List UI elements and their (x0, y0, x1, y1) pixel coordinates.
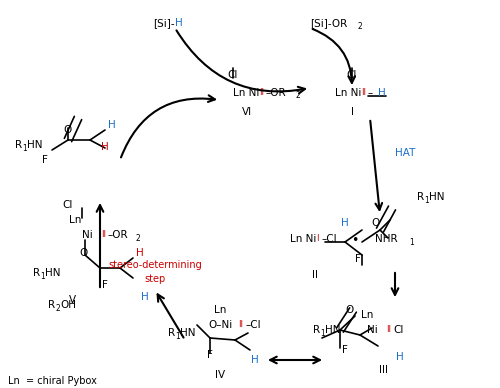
Text: 2: 2 (358, 22, 363, 31)
Text: 2: 2 (296, 91, 301, 100)
Text: stereo-determining: stereo-determining (108, 260, 202, 270)
Text: Ln Ni: Ln Ni (290, 234, 316, 244)
Text: 1: 1 (320, 329, 325, 338)
Text: HN: HN (27, 140, 42, 150)
Text: H: H (341, 218, 349, 228)
Text: VI: VI (242, 107, 252, 117)
Text: I: I (316, 234, 318, 243)
Text: O: O (79, 248, 87, 258)
Text: V: V (68, 295, 75, 305)
Text: F: F (207, 350, 213, 360)
Text: H: H (175, 18, 183, 28)
Text: R: R (168, 328, 175, 338)
Text: 1: 1 (409, 238, 414, 247)
Text: HN: HN (180, 328, 196, 338)
Text: –Cl: –Cl (245, 320, 260, 330)
Text: [Si]-OR: [Si]-OR (310, 18, 347, 28)
Text: [Si]-: [Si]- (154, 18, 175, 28)
Text: HN: HN (45, 268, 60, 278)
Text: NHR: NHR (375, 234, 398, 244)
Text: Ln: Ln (361, 310, 373, 320)
Text: Ln Ni: Ln Ni (233, 88, 260, 98)
Text: 1: 1 (22, 144, 27, 153)
Text: HAT: HAT (395, 148, 415, 158)
Text: R: R (417, 192, 424, 202)
Text: II: II (238, 320, 243, 329)
Text: H: H (101, 142, 109, 152)
Text: II: II (101, 230, 106, 239)
Text: HN: HN (429, 192, 444, 202)
Text: •: • (352, 234, 358, 247)
Text: O–Ni: O–Ni (208, 320, 232, 330)
Text: step: step (144, 274, 166, 284)
Text: H: H (378, 88, 386, 98)
Text: II: II (312, 270, 318, 280)
Text: F: F (342, 345, 348, 355)
Text: H: H (251, 355, 259, 365)
Text: Ln: Ln (214, 305, 226, 315)
Text: O: O (371, 218, 379, 228)
Text: Cl: Cl (347, 70, 357, 80)
Text: IV: IV (215, 370, 225, 380)
Text: F: F (355, 254, 361, 264)
Text: R: R (313, 325, 320, 335)
Text: Cl: Cl (63, 200, 73, 210)
Text: I: I (350, 107, 354, 117)
Text: –Cl: –Cl (321, 234, 336, 244)
Text: H: H (141, 292, 149, 302)
Text: 1: 1 (175, 332, 180, 341)
Text: 2: 2 (55, 304, 60, 313)
Text: R: R (48, 300, 55, 310)
Text: F: F (102, 280, 108, 290)
Text: R: R (15, 140, 22, 150)
Text: O: O (64, 125, 72, 135)
Text: R: R (33, 268, 40, 278)
Text: OH: OH (60, 300, 76, 310)
Text: 1: 1 (424, 196, 429, 205)
Text: II: II (259, 88, 264, 97)
Text: Ni: Ni (367, 325, 378, 335)
Text: Ln  = chiral Pybox: Ln = chiral Pybox (8, 376, 97, 386)
Text: H: H (108, 120, 116, 130)
Text: Ln Ni: Ln Ni (335, 88, 361, 98)
Text: H: H (136, 248, 144, 258)
Text: –OR: –OR (266, 88, 286, 98)
Text: 1: 1 (40, 272, 45, 281)
Text: –OR: –OR (108, 230, 128, 240)
Text: II: II (361, 88, 366, 97)
Text: II: II (386, 325, 391, 334)
Text: HN: HN (325, 325, 340, 335)
Text: Cl: Cl (393, 325, 404, 335)
Text: O: O (346, 305, 354, 315)
Text: H: H (396, 352, 404, 362)
Text: III: III (378, 365, 388, 375)
Text: 2: 2 (136, 234, 141, 243)
Text: F: F (42, 155, 48, 165)
Text: Cl: Cl (228, 70, 238, 80)
Text: Ln: Ln (69, 215, 81, 225)
Text: Ni: Ni (82, 230, 93, 240)
Text: –: – (368, 88, 373, 98)
